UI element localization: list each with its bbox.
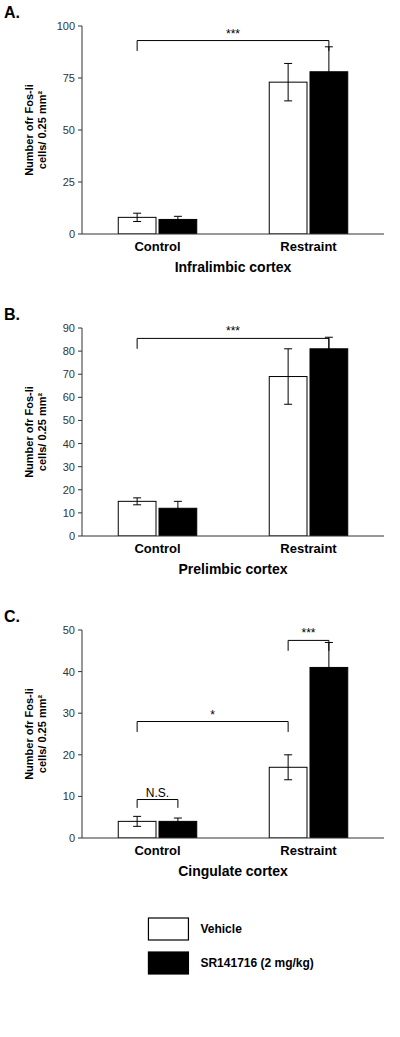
y-tick-label: 50 (63, 124, 75, 136)
y-tick (78, 420, 82, 421)
significance-label: *** (301, 626, 315, 640)
panel: 0 25 50 75 100 Control Restraint Infralimbic co… (4, 4, 384, 275)
y-tick (78, 130, 82, 131)
y-tick (78, 512, 82, 513)
significance-bracket (137, 722, 288, 732)
marks (118, 47, 348, 234)
y-tick (78, 796, 82, 797)
y-tick (78, 754, 82, 755)
y-tick-label: 90 (63, 322, 75, 334)
y-tick-label: 20 (63, 484, 75, 496)
y-tick (78, 328, 82, 329)
panel: 0 10 20 30 40 50 60 70 80 90 Control Restraint Preli… (4, 306, 384, 577)
bar (269, 82, 307, 234)
y-tick (78, 671, 82, 672)
error-bar (284, 755, 292, 780)
x-tick-label: Restraint (280, 239, 337, 254)
y-tick (78, 397, 82, 398)
y-axis-label: Number ofr Fos-licells/ 0.25 mm² (23, 84, 48, 176)
x-axis (82, 234, 384, 235)
significance-label: N.S. (146, 786, 169, 800)
x-axis-label: Infralimbic cortex (175, 259, 292, 275)
error-bar (284, 349, 292, 404)
error-bar (174, 216, 182, 222)
chart: 0255075100ControlRestraintInfralimbic co… (0, 0, 400, 1037)
bar (310, 667, 348, 838)
significance-bracket (137, 41, 329, 51)
y-tick-label: 30 (63, 707, 75, 719)
y-tick-label: 80 (63, 345, 75, 357)
legend: Vehicle SR141716 (2 mg/kg) (148, 918, 313, 974)
y-tick-label: 20 (63, 749, 75, 761)
marks (118, 337, 348, 536)
marks (118, 642, 348, 838)
x-tick-label: Control (134, 239, 180, 254)
x-axis-label: Cingulate cortex (178, 863, 288, 879)
y-tick (78, 26, 82, 27)
significance-bracket (288, 640, 329, 650)
panel-label: B. (4, 306, 20, 323)
y-tick (78, 838, 82, 839)
error-bar (133, 816, 141, 826)
y-tick-label: 0 (69, 530, 75, 542)
error-bar (174, 501, 182, 515)
error-bar (284, 63, 292, 100)
y-tick-label: 50 (63, 624, 75, 636)
y-tick-label: 60 (63, 391, 75, 403)
y-tick (78, 489, 82, 490)
significance-label: *** (226, 27, 240, 41)
y-tick-label: 0 (69, 832, 75, 844)
y-tick (78, 182, 82, 183)
x-tick-label: Control (134, 541, 180, 556)
error-bar (133, 498, 141, 505)
x-tick-label: Control (134, 843, 180, 858)
y-tick-label: 10 (63, 790, 75, 802)
error-bar (133, 213, 141, 221)
panel-label: C. (4, 608, 20, 625)
y-axis-label: Number ofr Fos-licells/ 0.25 mm² (23, 386, 48, 478)
y-tick-label: 0 (69, 228, 75, 240)
x-axis-label: Prelimbic cortex (179, 561, 288, 577)
x-tick-label: Restraint (280, 541, 337, 556)
legend-label: SR141716 (2 mg/kg) (200, 956, 313, 970)
legend-label: Vehicle (200, 922, 242, 936)
y-tick-label: 100 (57, 20, 75, 32)
x-tick-label: Restraint (280, 843, 337, 858)
error-bar (325, 47, 333, 97)
y-tick (78, 234, 82, 235)
y-tick-label: 10 (63, 507, 75, 519)
panel: 0 10 20 30 40 50 Control Restraint Cingulate cor… (4, 608, 384, 974)
panel-label: A. (4, 4, 20, 21)
y-tick-label: 30 (63, 461, 75, 473)
y-tick-label: 70 (63, 368, 75, 380)
y-axis (82, 328, 83, 536)
y-tick (78, 536, 82, 537)
significance-bracket (137, 800, 178, 808)
y-axis (82, 630, 83, 838)
y-tick-label: 75 (63, 72, 75, 84)
y-axis-label: Number ofr Fos-licells/ 0.25 mm² (23, 688, 48, 780)
x-axis (82, 838, 384, 839)
y-tick (78, 351, 82, 352)
y-tick (78, 374, 82, 375)
legend-swatch (148, 952, 188, 974)
y-tick-label: 40 (63, 666, 75, 678)
significance-label: * (210, 708, 215, 722)
y-tick (78, 443, 82, 444)
y-tick (78, 466, 82, 467)
y-tick (78, 630, 82, 631)
y-tick-label: 40 (63, 438, 75, 450)
bar (118, 501, 156, 536)
bar (310, 349, 348, 536)
y-tick (78, 713, 82, 714)
error-bar (174, 818, 182, 825)
significance-bracket (137, 338, 329, 348)
y-tick-label: 25 (63, 176, 75, 188)
significance-label: *** (226, 324, 240, 338)
x-axis (82, 536, 384, 537)
y-tick (78, 78, 82, 79)
legend-swatch (148, 918, 188, 940)
y-tick-label: 50 (63, 414, 75, 426)
